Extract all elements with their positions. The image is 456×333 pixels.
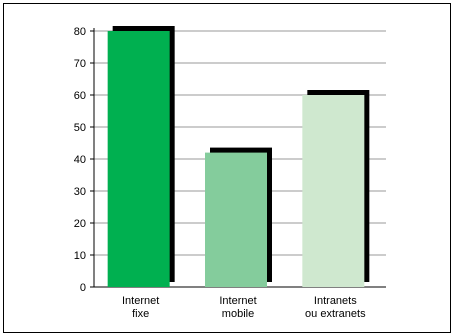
x-category-label: ou extranets bbox=[305, 308, 366, 320]
x-category-label: mobile bbox=[222, 308, 254, 320]
bars bbox=[107, 26, 370, 287]
bar bbox=[302, 95, 365, 287]
y-tick-label: 80 bbox=[74, 26, 86, 38]
y-tick-label: 40 bbox=[74, 154, 86, 166]
y-tick-label: 70 bbox=[74, 58, 86, 70]
y-tick-label: 0 bbox=[80, 282, 86, 294]
bar bbox=[205, 152, 267, 287]
x-category-label: Internet bbox=[122, 295, 159, 307]
x-category-label: fixe bbox=[132, 308, 149, 320]
y-tick-label: 30 bbox=[74, 186, 86, 198]
y-tick-label: 10 bbox=[74, 250, 86, 262]
y-tick-label: 60 bbox=[74, 90, 86, 102]
x-category-label: Intranets bbox=[314, 295, 357, 307]
x-category-label: Internet bbox=[219, 295, 256, 307]
y-tick-label: 50 bbox=[74, 122, 86, 134]
bar bbox=[107, 31, 170, 287]
y-tick-label: 20 bbox=[74, 218, 86, 230]
